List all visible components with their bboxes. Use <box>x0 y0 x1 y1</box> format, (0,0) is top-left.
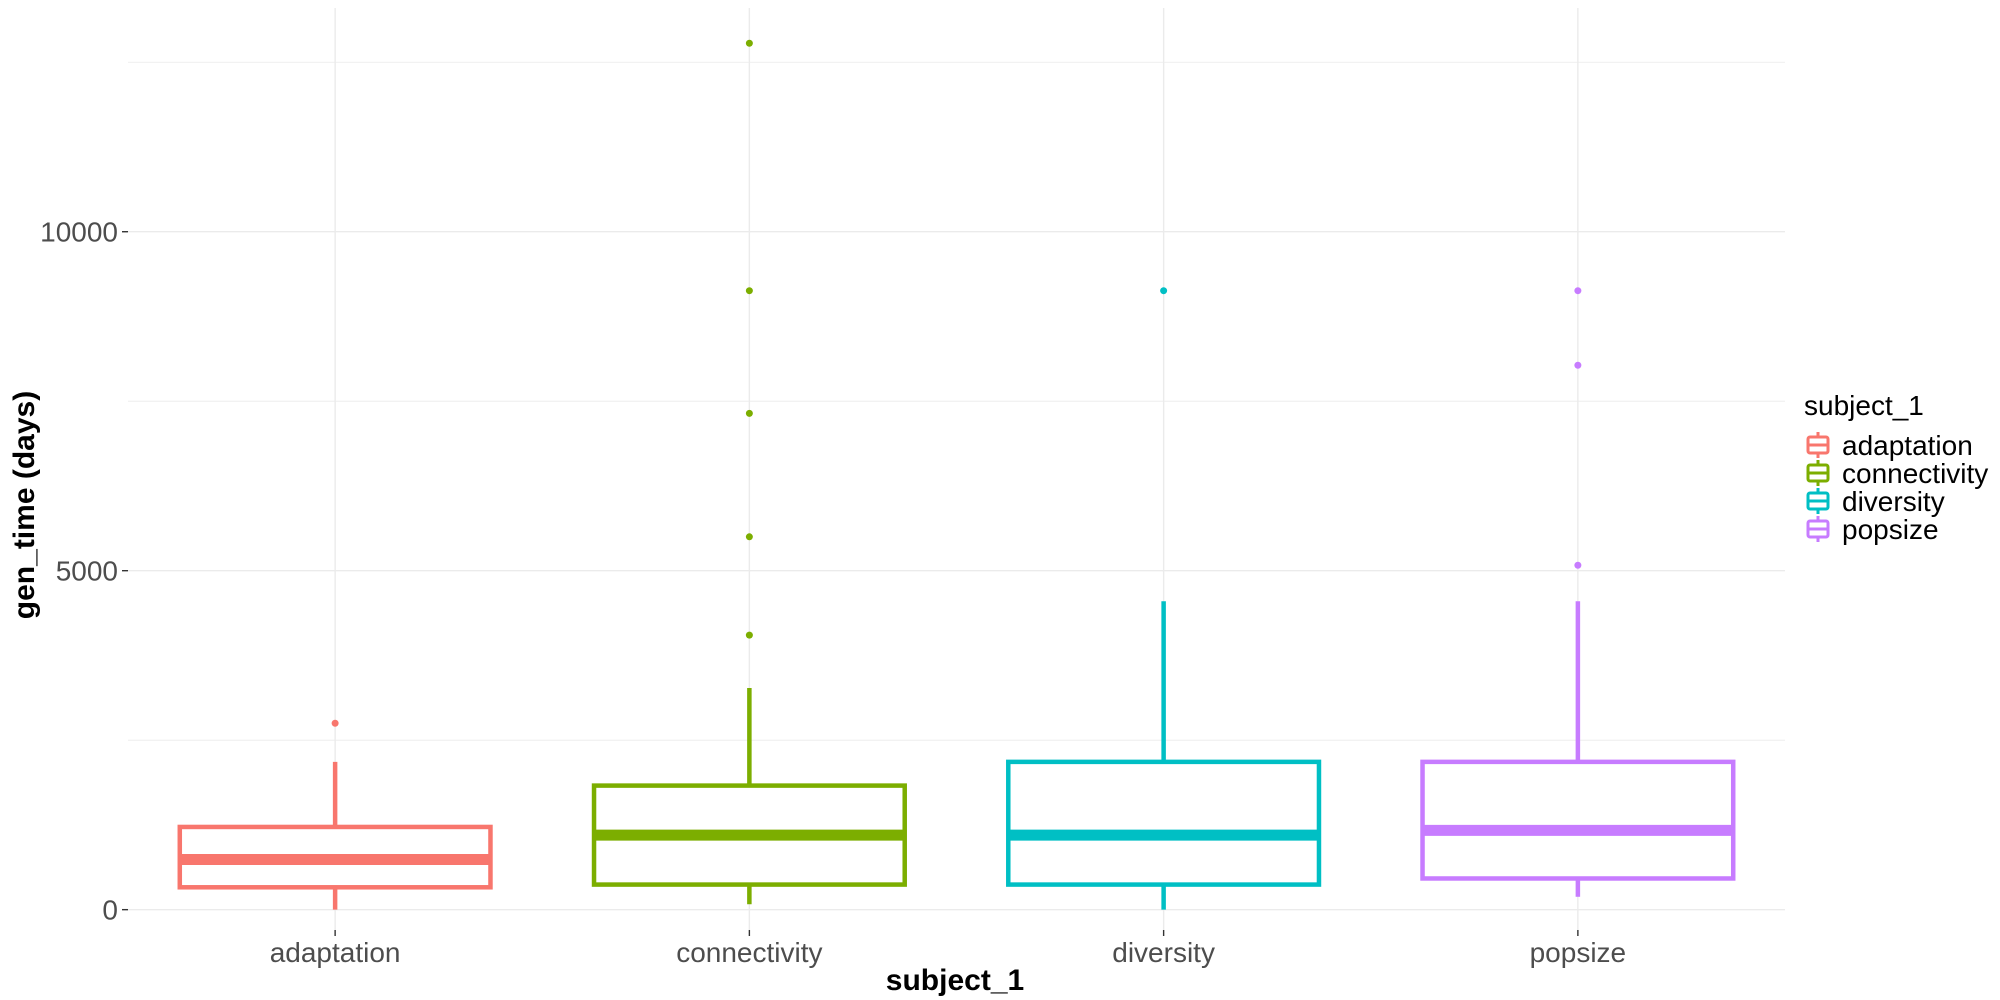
box-group-connectivity <box>591 39 907 905</box>
outlier-point <box>1160 287 1168 295</box>
x-tick-label: adaptation <box>270 937 401 968</box>
y-tick-label: 0 <box>102 895 118 926</box>
box-group-adaptation <box>177 719 493 910</box>
outlier-point <box>745 409 753 417</box>
legend-label: diversity <box>1842 486 1945 517</box>
outlier-point <box>745 287 753 295</box>
y-tick-label: 10000 <box>40 217 118 248</box>
x-tick-label: popsize <box>1530 937 1627 968</box>
box-groups <box>177 39 1736 910</box>
outlier-point <box>745 533 753 541</box>
legend-key-adaptation <box>1806 432 1830 458</box>
legend-label: popsize <box>1842 514 1939 545</box>
outlier-point <box>1574 361 1582 369</box>
y-axis-title: gen_time (days) <box>8 391 41 619</box>
legend-label: connectivity <box>1842 458 1988 489</box>
x-axis-title: subject_1 <box>886 964 1024 997</box>
legend-label: adaptation <box>1842 430 1973 461</box>
box-group-popsize <box>1420 287 1736 897</box>
y-axis: 0 5000 10000 <box>40 217 128 926</box>
outlier-point <box>745 631 753 639</box>
box <box>1420 759 1736 881</box>
y-tick-label: 5000 <box>56 556 118 587</box>
legend-key-popsize <box>1806 516 1830 542</box>
outlier-point <box>1574 561 1582 569</box>
box <box>1006 759 1322 887</box>
x-tick-label: connectivity <box>676 937 822 968</box>
legend-title: subject_1 <box>1804 390 1924 421</box>
outlier-point <box>331 719 339 727</box>
legend-key-connectivity <box>1806 460 1830 486</box>
outlier-point <box>745 39 753 47</box>
outlier-point <box>1574 287 1582 295</box>
x-axis: adaptation connectivity diversity popsize <box>270 930 1626 968</box>
legend-key-diversity <box>1806 488 1830 514</box>
x-tick-label: diversity <box>1112 937 1215 968</box>
legend: subject_1 adaptationconnectivitydiversit… <box>1804 390 1988 545</box>
box-group-diversity <box>1006 287 1322 910</box>
